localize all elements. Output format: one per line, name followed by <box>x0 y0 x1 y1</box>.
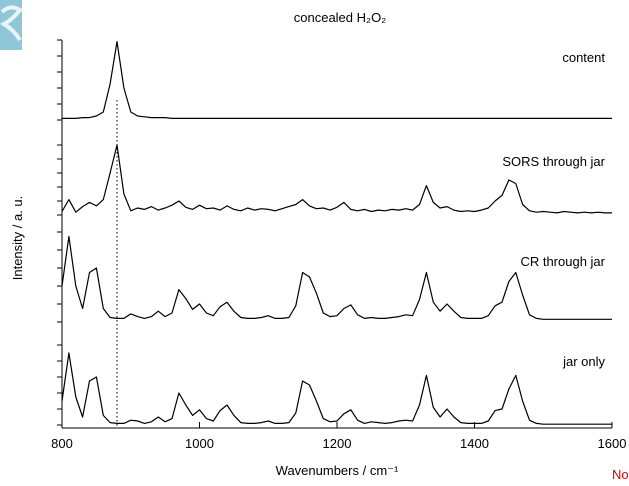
x-tick-label: 1200 <box>323 436 352 451</box>
y-axis-label: Intensity / a. u. <box>10 196 25 281</box>
series-label: content <box>562 50 605 65</box>
series-label: SORS through jar <box>502 154 605 169</box>
footer-note: No <box>612 467 629 482</box>
series-label: jar only <box>562 354 605 369</box>
x-tick-label: 1600 <box>598 436 627 451</box>
spectrum-line <box>61 235 612 320</box>
x-tick-label: 1000 <box>185 436 214 451</box>
spectrum-line <box>62 41 612 119</box>
x-axis-label: Wavenumbers / cm⁻¹ <box>276 463 399 478</box>
spectrum-line <box>61 144 612 214</box>
series-label: CR through jar <box>520 254 605 269</box>
decorative-image-detail <box>0 5 23 42</box>
spectrum-line <box>61 352 612 425</box>
x-tick-label: 1400 <box>460 436 489 451</box>
x-tick-label: 800 <box>51 436 73 451</box>
chart-title: concealed H₂O₂ <box>294 10 386 25</box>
